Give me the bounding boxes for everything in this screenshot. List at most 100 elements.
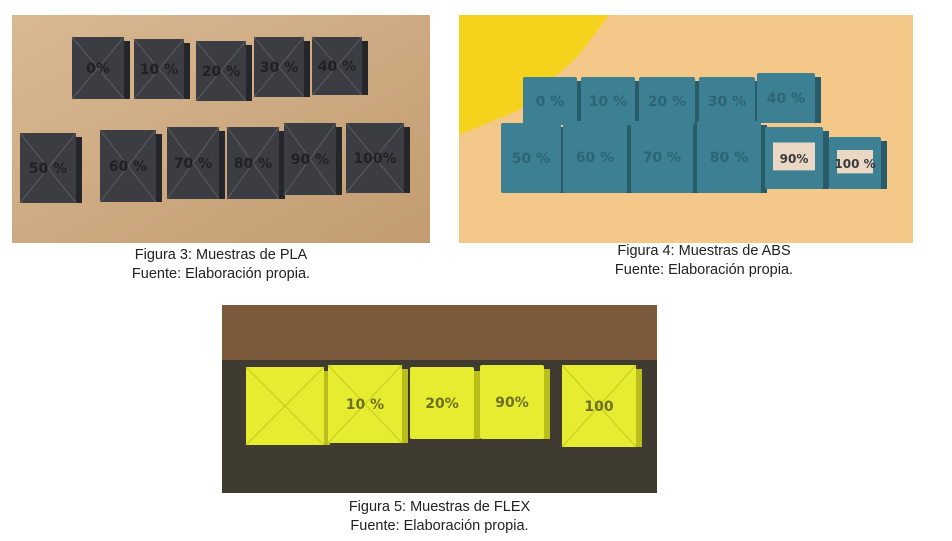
figure-3-source: Fuente: Elaboración propia. — [131, 266, 311, 282]
cube-side — [400, 369, 408, 443]
sample-cube: 60 % — [99, 129, 162, 203]
sample-cube: 30 % — [699, 77, 761, 125]
infill-pattern — [166, 126, 220, 200]
sample-cube: 100 % — [829, 137, 887, 189]
infill-pattern — [245, 366, 325, 446]
infill-pattern — [19, 132, 77, 204]
cube-face — [639, 77, 695, 125]
sample-cube: 50 % — [501, 123, 567, 193]
infill-pattern — [345, 122, 405, 194]
figure-4-source: Fuente: Elaboración propia. — [614, 262, 794, 278]
sample-cube: 0 % — [523, 77, 583, 125]
sample-cube — [245, 366, 330, 446]
cube-label: 40 % — [767, 91, 805, 107]
paper-tag — [837, 150, 873, 174]
sample-cube: 100% — [345, 122, 410, 194]
cube-side — [154, 134, 162, 202]
figure-4-abs-photo: 0 % 10 % 20 % 30 % 40 % 50 % 60 % 70 % 80 % 90% 10… — [459, 15, 913, 243]
sample-cube: 10 % — [581, 77, 641, 125]
cube-side — [217, 131, 225, 199]
cube-label: 10 % — [589, 94, 627, 110]
cube-label: 60 % — [109, 159, 147, 175]
cube-face — [501, 123, 561, 193]
sample-cube: 80 % — [226, 126, 285, 200]
cube-face — [697, 121, 761, 193]
cube-side — [277, 131, 285, 199]
cube-label: 80 % — [710, 150, 748, 166]
infill-pattern — [226, 126, 280, 200]
wood-strip — [222, 305, 657, 360]
abs-cubes-group: 0 % 10 % 20 % 30 % 40 % 50 % 60 % 70 % 80 % 90% 10… — [501, 73, 887, 193]
sample-cube: 70 % — [631, 121, 699, 193]
sample-cube: 60 % — [563, 121, 633, 193]
figure-5-title: Figura 5: Muestras de FLEX — [348, 499, 531, 515]
cube-label: 30 % — [260, 60, 298, 76]
cube-face — [410, 367, 474, 439]
cube-face — [581, 77, 635, 125]
cube-side — [879, 141, 887, 189]
figure-3-caption: Figura 3: Muestras de PLA Fuente: Elabor… — [12, 246, 430, 284]
cube-face — [563, 121, 627, 193]
sample-cube: 40 % — [311, 36, 368, 96]
figure-5-caption: Figura 5: Muestras de FLEX Fuente: Elabo… — [222, 498, 657, 536]
cube-side — [821, 131, 829, 189]
cube-side — [472, 371, 480, 439]
cube-label: 10 % — [346, 397, 384, 413]
sample-cube: 80 % — [697, 121, 767, 193]
cube-side — [122, 41, 130, 99]
cube-side — [322, 371, 330, 445]
figure-5-source: Fuente: Elaboración propia. — [350, 518, 529, 534]
cube-label: 100 % — [834, 157, 875, 171]
infill-pattern — [311, 36, 363, 96]
cube-face — [631, 121, 693, 193]
figure-4-caption: Figura 4: Muestras de ABS Fuente: Elabor… — [459, 242, 949, 280]
sample-cube: 20% — [410, 367, 480, 439]
sample-cube: 20 % — [195, 40, 252, 102]
infill-pattern — [71, 36, 125, 100]
cube-label: 80 % — [234, 156, 272, 172]
cube-side — [575, 81, 583, 125]
cube-label: 90 % — [291, 152, 329, 168]
cube-label: 70 % — [643, 150, 681, 166]
sample-cube: 10 % — [133, 38, 190, 100]
sample-cube: 90% — [480, 365, 550, 439]
figure-3-pla-photo: 0% 10 % 20 % 30 % 40 % 50 % 60 % 70 % 80 % 90 % 10… — [12, 15, 430, 243]
cube-side — [542, 369, 550, 439]
sample-cube: 10 % — [327, 364, 408, 444]
cube-side — [634, 369, 642, 447]
infill-pattern — [253, 36, 305, 98]
cube-label: 0% — [86, 61, 110, 77]
cube-side — [182, 43, 190, 99]
flex-cubes-group: 10 % 20% 90% 100 — [245, 364, 642, 448]
pla-cubes-group: 0% 10 % 20 % 30 % 40 % 50 % 60 % 70 % 80 % 90 % 10… — [19, 36, 410, 204]
cube-side — [302, 41, 310, 97]
cube-label: 90% — [780, 152, 809, 166]
figure-5-flex-photo: 10 % 20% 90% 100 — [222, 305, 657, 493]
yellow-cloth — [459, 15, 609, 135]
cube-label: 60 % — [576, 150, 614, 166]
cube-side — [360, 41, 368, 95]
infill-pattern — [283, 122, 337, 196]
infill-pattern — [327, 364, 403, 444]
cube-label: 70 % — [174, 156, 212, 172]
cube-face — [757, 73, 815, 123]
pla-photo-svg: 0% 10 % 20 % 30 % 40 % 50 % 60 % 70 % 80 % 90 % 10… — [12, 15, 430, 243]
cube-face — [699, 77, 755, 125]
cube-label: 90% — [495, 395, 529, 411]
cube-side — [244, 45, 252, 101]
cube-label: 0 % — [536, 94, 565, 110]
sample-cube: 40 % — [757, 73, 821, 123]
cube-face — [480, 365, 544, 439]
cube-side — [691, 125, 699, 193]
infill-pattern — [133, 38, 185, 100]
cube-label: 20% — [425, 396, 459, 412]
flex-photo-svg: 10 % 20% 90% 100 — [222, 305, 657, 493]
sample-cube: 70 % — [166, 126, 225, 200]
sample-cube: 30 % — [253, 36, 310, 98]
cube-label: 50 % — [512, 151, 550, 167]
cube-side — [693, 81, 701, 125]
cube-side — [759, 125, 767, 193]
cube-label: 40 % — [318, 59, 356, 75]
abs-photo-svg: 0 % 10 % 20 % 30 % 40 % 50 % 60 % 70 % 80 % 90% 10… — [459, 15, 913, 243]
cube-label: 20 % — [202, 64, 240, 80]
